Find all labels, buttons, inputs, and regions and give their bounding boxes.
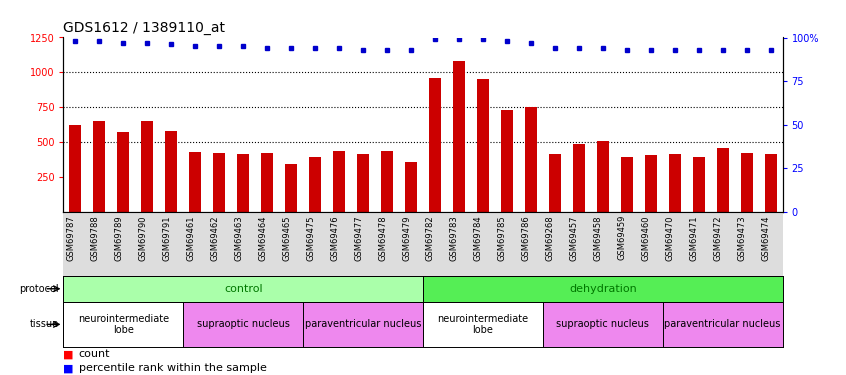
Text: paraventricular nucleus: paraventricular nucleus	[664, 320, 781, 329]
Bar	[141, 121, 153, 212]
Bar	[717, 148, 728, 212]
Text: GSM69474: GSM69474	[761, 215, 771, 261]
Text: GSM69475: GSM69475	[306, 215, 315, 261]
Text: GSM69457: GSM69457	[570, 215, 579, 261]
Bar	[662, 302, 783, 347]
Bar	[543, 302, 662, 347]
Text: GSM69477: GSM69477	[354, 215, 363, 261]
Bar	[93, 121, 106, 212]
Text: GSM69785: GSM69785	[498, 215, 507, 261]
Bar	[190, 152, 201, 212]
Text: count: count	[79, 350, 110, 359]
Bar	[453, 61, 465, 212]
Text: GSM69473: GSM69473	[738, 215, 747, 261]
Text: GSM69789: GSM69789	[114, 215, 124, 261]
Text: control: control	[224, 284, 262, 294]
Bar	[525, 107, 537, 212]
Text: GSM69465: GSM69465	[283, 215, 291, 261]
Bar	[333, 151, 345, 212]
Bar	[213, 153, 225, 212]
Text: supraoptic nucleus: supraoptic nucleus	[557, 320, 649, 329]
Text: GSM69472: GSM69472	[714, 215, 722, 261]
Bar	[621, 158, 633, 212]
Bar	[423, 276, 783, 302]
Text: GSM69787: GSM69787	[67, 215, 75, 261]
Text: GSM69463: GSM69463	[234, 215, 244, 261]
Text: GSM69471: GSM69471	[689, 215, 699, 261]
Bar	[645, 155, 656, 212]
Bar	[63, 276, 423, 302]
Bar	[63, 302, 184, 347]
Text: GSM69461: GSM69461	[186, 215, 195, 261]
Bar	[285, 164, 297, 212]
Text: GSM69788: GSM69788	[91, 215, 99, 261]
Bar	[549, 154, 561, 212]
Text: GSM69782: GSM69782	[426, 215, 435, 261]
Text: GDS1612 / 1389110_at: GDS1612 / 1389110_at	[63, 21, 225, 35]
Bar	[668, 154, 681, 212]
Bar	[693, 158, 705, 212]
Bar	[740, 153, 753, 212]
Bar	[165, 131, 178, 212]
Text: percentile rank within the sample: percentile rank within the sample	[79, 363, 266, 373]
Text: GSM69786: GSM69786	[522, 215, 531, 261]
Text: GSM69268: GSM69268	[546, 215, 555, 261]
Text: neurointermediate
lobe: neurointermediate lobe	[437, 314, 529, 335]
Text: GSM69464: GSM69464	[258, 215, 267, 261]
Bar	[477, 80, 489, 212]
Bar	[357, 154, 369, 212]
Text: GSM69458: GSM69458	[594, 215, 602, 261]
Bar	[423, 302, 543, 347]
Text: neurointermediate
lobe: neurointermediate lobe	[78, 314, 169, 335]
Text: GSM69470: GSM69470	[666, 215, 675, 261]
Bar	[596, 141, 609, 212]
Text: GSM69462: GSM69462	[211, 215, 219, 261]
Text: paraventricular nucleus: paraventricular nucleus	[305, 320, 421, 329]
Bar	[118, 132, 129, 212]
Bar	[405, 162, 417, 212]
Text: ■: ■	[63, 363, 74, 373]
Bar	[184, 302, 303, 347]
Text: GSM69790: GSM69790	[139, 215, 147, 261]
Bar	[309, 158, 321, 212]
Bar	[303, 302, 423, 347]
Bar	[237, 154, 250, 212]
Bar	[381, 151, 393, 212]
Text: GSM69460: GSM69460	[642, 215, 651, 261]
Bar	[573, 144, 585, 212]
Text: protocol: protocol	[19, 284, 59, 294]
Text: supraoptic nucleus: supraoptic nucleus	[197, 320, 289, 329]
Text: GSM69476: GSM69476	[330, 215, 339, 261]
Bar	[429, 78, 441, 212]
Text: GSM69784: GSM69784	[474, 215, 483, 261]
Text: GSM69783: GSM69783	[450, 215, 459, 261]
Bar	[765, 154, 777, 212]
Text: GSM69791: GSM69791	[162, 215, 171, 261]
Text: GSM69479: GSM69479	[402, 215, 411, 261]
Text: GSM69459: GSM69459	[618, 215, 627, 260]
Bar	[261, 153, 273, 212]
Text: ■: ■	[63, 350, 74, 359]
Text: GSM69478: GSM69478	[378, 215, 387, 261]
Text: dehydration: dehydration	[569, 284, 637, 294]
Text: tissue: tissue	[30, 320, 59, 329]
Bar	[69, 125, 81, 212]
Bar	[501, 110, 513, 212]
